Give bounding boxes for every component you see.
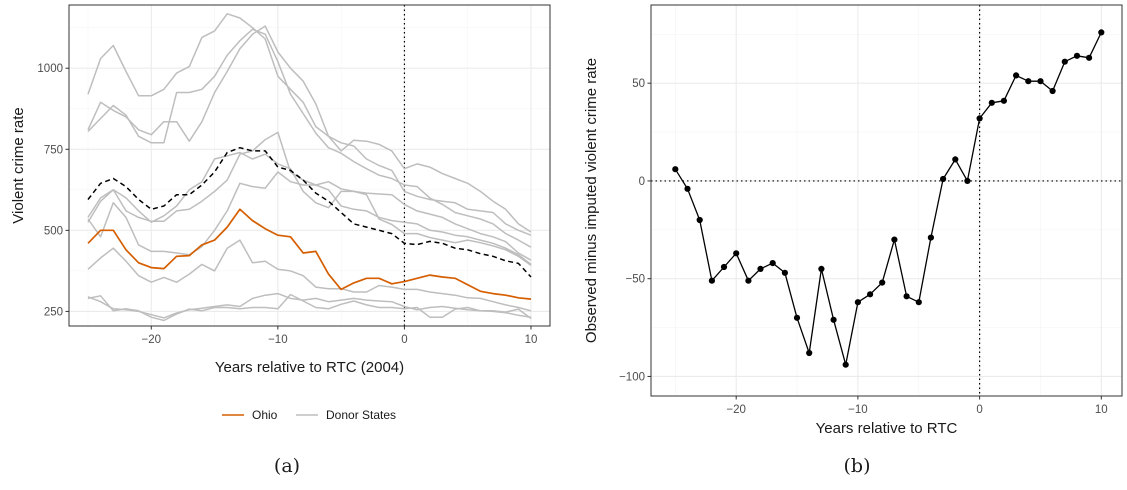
difference-point (782, 270, 788, 276)
panel-b-y-ticks: −100 −50 0 50 (619, 78, 651, 383)
panel-a-plot-area (69, 5, 550, 326)
panel-a-caption: (a) (274, 455, 300, 477)
difference-point (794, 315, 800, 321)
difference-point (733, 250, 739, 256)
panel-a-y-tick-label: 500 (44, 225, 63, 237)
difference-point (989, 100, 995, 106)
difference-point (770, 260, 776, 266)
difference-point (843, 362, 849, 368)
panel-b-x-tick-label: −20 (726, 404, 746, 416)
difference-point (672, 166, 678, 172)
difference-point (818, 266, 824, 272)
difference-point (1025, 78, 1031, 84)
panel-b-y-tick-label: 0 (639, 176, 645, 188)
panel-b-y-tick-label: 50 (632, 78, 645, 90)
difference-point (684, 186, 690, 192)
panel-a-y-tick-label: 1000 (37, 63, 63, 75)
difference-point (1050, 88, 1056, 94)
difference-point (940, 176, 946, 182)
panel-a-legend: Ohio Donor States (222, 408, 396, 422)
difference-point (904, 293, 910, 299)
difference-point (831, 317, 837, 323)
panel-b-x-tick-label: 10 (1095, 404, 1108, 416)
panel-a-x-tick-label: −10 (268, 334, 288, 346)
difference-point (709, 278, 715, 284)
difference-point (1074, 53, 1080, 59)
panel-a-x-ticks: −20 −10 0 10 (142, 326, 538, 346)
difference-point (867, 291, 873, 297)
difference-point (1001, 98, 1007, 104)
difference-point (1086, 55, 1092, 61)
difference-point (928, 235, 934, 241)
legend-donor-label: Donor States (326, 408, 396, 422)
difference-point (745, 278, 751, 284)
panel-b-y-tick-label: −50 (625, 274, 645, 286)
panel-a-x-tick-label: 0 (401, 334, 407, 346)
difference-point (697, 217, 703, 223)
difference-point (855, 299, 861, 305)
difference-point (879, 280, 885, 286)
panel-a-x-tick-label: −20 (142, 334, 162, 346)
panel-a-x-tick-label: 10 (525, 334, 538, 346)
difference-point (806, 350, 812, 356)
panel-b-x-ticks: −20 −10 0 10 (726, 396, 1107, 416)
panel-b-x-tick-label: 0 (976, 404, 982, 416)
panel-a-chart: −20 −10 0 10 250 500 750 1000 Years relative t… (10, 5, 550, 477)
panel-b-y-axis-title: Observed minus imputed violent crime rat… (583, 58, 600, 343)
panel-b-x-axis-title: Years relative to RTC (816, 420, 958, 437)
panel-b-x-tick-label: −10 (848, 404, 868, 416)
panel-b-y-tick-label: −100 (619, 371, 645, 383)
difference-point (977, 115, 983, 121)
panel-a-y-tick-label: 250 (44, 306, 63, 318)
difference-point (964, 178, 970, 184)
difference-point (721, 264, 727, 270)
difference-point (952, 156, 958, 162)
panel-a-x-axis-title: Years relative to RTC (2004) (215, 359, 404, 376)
difference-point (1037, 78, 1043, 84)
legend-ohio-label: Ohio (252, 408, 278, 422)
difference-point (1062, 59, 1068, 65)
panel-b-caption: (b) (844, 455, 871, 477)
difference-point (1013, 72, 1019, 78)
panel-b-plot-area (651, 5, 1122, 396)
panel-a-y-tick-label: 750 (44, 144, 63, 156)
difference-point (916, 299, 922, 305)
difference-point (1098, 29, 1104, 35)
panel-a-y-ticks: 250 500 750 1000 (37, 63, 69, 318)
difference-point (891, 237, 897, 243)
panel-a-y-axis-title: Violent crime rate (10, 107, 27, 223)
difference-point (757, 266, 763, 272)
